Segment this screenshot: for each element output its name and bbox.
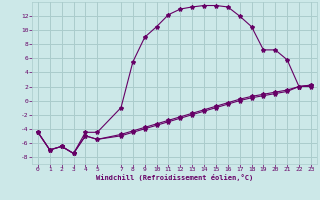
X-axis label: Windchill (Refroidissement éolien,°C): Windchill (Refroidissement éolien,°C) [96,174,253,181]
